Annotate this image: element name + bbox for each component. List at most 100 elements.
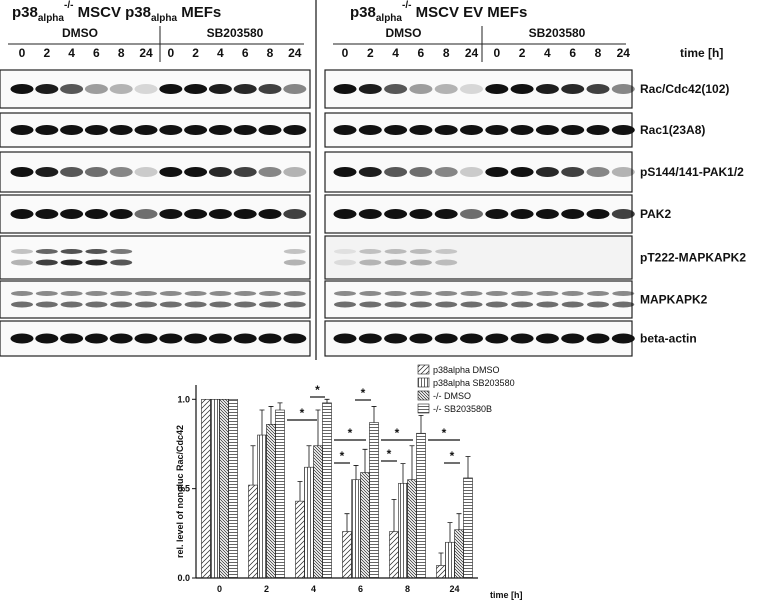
error-bar bbox=[371, 406, 377, 423]
row-label: PAK2 bbox=[640, 207, 671, 221]
error-bar bbox=[344, 513, 350, 532]
blot-band bbox=[11, 249, 33, 254]
row-label: pT222-MAPKAPK2 bbox=[640, 251, 746, 265]
blot-band bbox=[283, 249, 306, 254]
blot-band bbox=[460, 333, 483, 344]
blot-band bbox=[358, 209, 382, 219]
blot-band bbox=[134, 333, 158, 344]
blot-band bbox=[535, 209, 559, 219]
blot-band bbox=[485, 167, 509, 177]
error-bar bbox=[465, 456, 471, 478]
time-label: 24 bbox=[288, 46, 302, 60]
error-bar bbox=[409, 445, 415, 480]
blot-band bbox=[184, 167, 208, 177]
blot-band bbox=[134, 125, 158, 135]
blot-band bbox=[35, 333, 59, 344]
error-bar bbox=[297, 481, 303, 502]
blot-band bbox=[485, 125, 509, 135]
significance-star: * bbox=[361, 386, 366, 400]
blot-band bbox=[11, 301, 33, 308]
blot-band bbox=[384, 301, 407, 308]
blot-band bbox=[511, 291, 534, 296]
blot-band bbox=[35, 125, 59, 135]
blot-band bbox=[334, 249, 356, 254]
blot-band bbox=[283, 84, 307, 94]
blot-band bbox=[611, 167, 635, 177]
blot-band bbox=[159, 291, 182, 296]
blot-band bbox=[611, 333, 635, 344]
x-tick-label: 8 bbox=[405, 584, 410, 594]
blot-band bbox=[586, 125, 610, 135]
blot-frame bbox=[324, 235, 633, 280]
time-label: 4 bbox=[392, 46, 399, 60]
blot-band bbox=[208, 209, 232, 219]
blot-band bbox=[561, 301, 584, 308]
blot-band bbox=[359, 291, 382, 296]
y-tick-label: 0.5 bbox=[177, 484, 190, 494]
bar bbox=[407, 479, 417, 579]
blot-band bbox=[258, 333, 282, 344]
blot-band bbox=[135, 301, 157, 308]
blot-band bbox=[283, 259, 306, 266]
legend-swatch bbox=[417, 377, 430, 388]
blot-band bbox=[485, 84, 509, 94]
blot-band bbox=[283, 167, 307, 177]
blot-band bbox=[85, 291, 108, 296]
time-label: 2 bbox=[519, 46, 526, 60]
bar bbox=[304, 466, 314, 579]
blot-band bbox=[159, 209, 183, 219]
y-tick-label: 1.0 bbox=[177, 394, 190, 404]
blot-band bbox=[535, 167, 559, 177]
blot-band bbox=[60, 167, 84, 177]
blot-band bbox=[510, 84, 534, 94]
blot-band bbox=[258, 209, 282, 219]
blot-band bbox=[435, 259, 458, 266]
bar bbox=[275, 409, 285, 579]
blot-band bbox=[159, 301, 182, 308]
y-axis-label: rel. level of nongluc Rac/Cdc42 bbox=[175, 425, 185, 558]
time-label: 4 bbox=[68, 46, 75, 60]
blot-band bbox=[359, 259, 382, 266]
time-label: 4 bbox=[217, 46, 224, 60]
time-label: 8 bbox=[118, 46, 125, 60]
blot-band bbox=[60, 209, 84, 219]
group-label: DMSO bbox=[62, 26, 98, 40]
bar bbox=[369, 422, 379, 579]
time-unit-label: time [h] bbox=[680, 46, 723, 60]
time-label: 0 bbox=[19, 46, 26, 60]
x-tick-label: 4 bbox=[311, 584, 316, 594]
time-label: 6 bbox=[569, 46, 576, 60]
blot-band bbox=[485, 301, 508, 308]
error-bar bbox=[315, 409, 321, 446]
time-label: 8 bbox=[267, 46, 274, 60]
legend-label: p38alpha SB203580 bbox=[433, 378, 515, 388]
blot-band bbox=[358, 167, 382, 177]
significance-star: * bbox=[395, 426, 400, 440]
error-bar bbox=[277, 402, 283, 411]
blot-band bbox=[60, 84, 84, 94]
blot-band bbox=[134, 209, 158, 219]
title-part: MEFs bbox=[177, 4, 221, 21]
bar bbox=[228, 398, 238, 579]
blot-band bbox=[587, 301, 609, 308]
blot-band bbox=[283, 291, 306, 296]
x-tick-label: 2 bbox=[264, 584, 269, 594]
blot-band bbox=[233, 167, 257, 177]
title-part: alpha bbox=[38, 13, 65, 24]
bar bbox=[201, 398, 211, 579]
blot-band bbox=[334, 259, 356, 266]
blot-band bbox=[159, 333, 183, 344]
time-label: 0 bbox=[167, 46, 174, 60]
blot-band bbox=[233, 125, 257, 135]
blot-band bbox=[134, 167, 158, 177]
blot-band bbox=[561, 333, 585, 344]
blot-band bbox=[460, 167, 483, 177]
bar bbox=[313, 445, 323, 579]
bar bbox=[389, 531, 399, 579]
significance-star: * bbox=[450, 449, 455, 463]
time-label: 2 bbox=[367, 46, 374, 60]
error-bar bbox=[268, 406, 274, 425]
blot-band bbox=[586, 333, 610, 344]
blot-band bbox=[435, 301, 458, 308]
bar bbox=[257, 434, 267, 579]
